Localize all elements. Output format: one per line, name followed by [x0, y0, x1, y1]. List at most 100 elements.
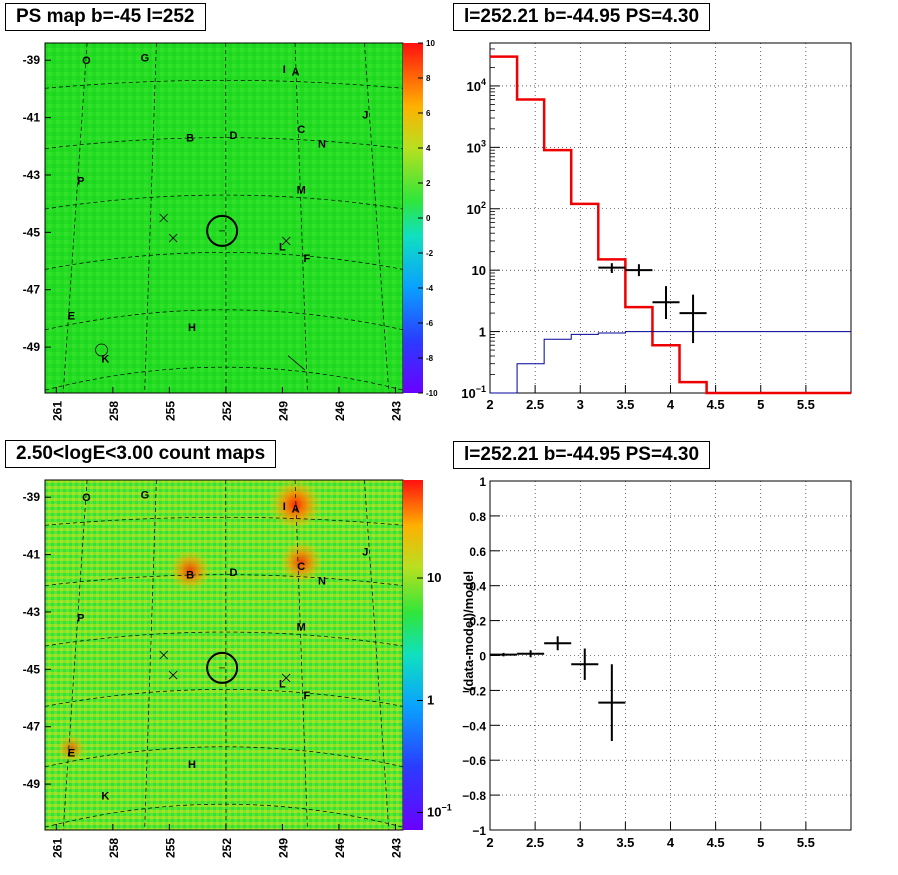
x-tick-label: 252	[220, 401, 234, 421]
colorbar-tick-label: -10	[426, 389, 438, 398]
source-label-C: C	[297, 561, 305, 573]
spectrum-title: l=252.21 b=-44.95 PS=4.30	[453, 3, 711, 31]
longitude-grid-line	[144, 479, 157, 831]
longitude-grid-line	[62, 42, 88, 394]
x-tick-label: 2.5	[526, 835, 544, 850]
ps-map-coordinate-grid	[44, 42, 404, 394]
source-cross-marker	[281, 673, 291, 683]
y-tick-label: 10−1	[461, 384, 486, 401]
y-tick-label: −0.8	[462, 789, 486, 803]
source-label-I: I	[283, 64, 286, 76]
y-tick-label: −1	[472, 824, 486, 838]
residual-panel: 2 2.5 3 3.5 4 4.5 5 5.5 1 0.8 0.6 0.4 0.2 0 −0.2 −0.4 −0…	[461, 475, 852, 850]
y-tick-label: 0.4	[469, 580, 486, 594]
source-label-L: L	[279, 679, 286, 691]
y-tick-label: -45	[23, 662, 41, 676]
y-tick-label: 0.6	[469, 545, 486, 559]
source-label-M: M	[297, 184, 306, 196]
source-label-M: M	[297, 621, 306, 633]
x-tick-label: 261	[50, 838, 64, 858]
y-tick-label: -43	[23, 168, 41, 182]
y-tick-label: -41	[23, 548, 41, 562]
x-tick-label: 258	[107, 838, 121, 858]
residual-plot-content: 2 2.5 3 3.5 4 4.5 5 5.5 1 0.8 0.6 0.4 0.2 0 −0.2 −0.4 −0…	[461, 475, 851, 850]
x-tick-label: 5.5	[797, 397, 815, 412]
source-label-F: F	[304, 690, 311, 702]
colorbar-tick-label: -4	[426, 284, 434, 293]
latitude-grid-line	[44, 631, 404, 647]
y-tick-label: −0.6	[462, 754, 486, 768]
longitude-grid-line	[144, 42, 157, 394]
source-label-D: D	[229, 130, 237, 142]
ps-map-title: PS map b=-45 l=252	[5, 3, 206, 31]
x-tick-label: 246	[333, 838, 347, 858]
count-map-source-labels: O G I A J B D C N P M L F E H K	[68, 489, 369, 802]
count-map-coordinate-grid	[44, 479, 404, 831]
colorbar-tick-label: 4	[426, 144, 431, 153]
y-tick-label: 0.8	[469, 510, 486, 524]
aux-step-line	[490, 331, 851, 394]
source-label-B: B	[186, 570, 194, 582]
count-map-title: 2.50<logE<3.00 count maps	[5, 440, 277, 468]
spectrum-plot-content: 2 2.5 3 3.5 4 4.5 5 5.5 10−1 1 10 102 103 104	[461, 43, 851, 412]
edge-mark	[287, 355, 306, 371]
source-k-ring	[95, 343, 108, 357]
y-tick-label: -41	[23, 111, 41, 125]
colorbar-tick-label: 10	[427, 570, 441, 585]
colorbar-tick-label: 0	[426, 214, 431, 223]
longitude-grid-line	[364, 479, 390, 831]
y-tick-label: -47	[23, 283, 41, 297]
x-tick-label: 2.5	[526, 397, 544, 412]
y-tick-label: 103	[467, 138, 486, 155]
source-label-A: A	[292, 504, 300, 516]
latitude-grid-line	[44, 516, 404, 526]
source-label-P: P	[77, 176, 84, 188]
colorbar-tick-label: 2	[426, 179, 431, 188]
x-tick-label: 255	[163, 401, 177, 421]
source-label-N: N	[318, 575, 326, 587]
count-map-panel: O G I A J B D C N P M L F E H K 10 1 10−1 261 258 255 252 249…	[23, 478, 452, 858]
y-tick-label: 1	[479, 325, 486, 340]
x-tick-label: 2	[486, 835, 493, 850]
x-tick-label: 3.5	[616, 397, 634, 412]
target-circle	[206, 214, 239, 247]
x-tick-label: 243	[389, 838, 403, 858]
latitude-grid-line	[44, 252, 404, 270]
x-tick-label: 255	[163, 838, 177, 858]
source-cross-marker	[168, 233, 178, 243]
x-tick-label: 249	[276, 838, 290, 858]
ps-map-image	[45, 43, 403, 393]
source-label-F: F	[304, 253, 311, 265]
spectrum-panel: 2 2.5 3 3.5 4 4.5 5 5.5 10−1 1 10 102 103 104	[461, 42, 852, 412]
x-tick-label: 4	[667, 397, 675, 412]
colorbar-tick-label: 1	[427, 693, 434, 708]
x-tick-label: 5	[757, 397, 764, 412]
source-label-E: E	[68, 748, 75, 760]
x-tick-label: 5	[757, 835, 764, 850]
longitude-grid-line	[62, 479, 88, 831]
source-label-G: G	[141, 52, 150, 64]
colorbar-tick-label: -8	[426, 354, 434, 363]
y-tick-label: 0	[479, 650, 486, 664]
x-tick-label: 3	[577, 397, 584, 412]
y-tick-label: -43	[23, 605, 41, 619]
y-tick-label: 102	[467, 200, 486, 217]
ps-map-colorbar-ticks: 10 8 6 4 2 0 -2 -4 -6 -8 -10	[418, 39, 438, 398]
colorbar-tick-label: 8	[426, 74, 431, 83]
x-tick-label: 246	[333, 401, 347, 421]
bright-source-E	[56, 733, 87, 764]
source-cross-marker	[168, 670, 178, 680]
latitude-grid-line	[44, 689, 404, 707]
x-tick-label: 249	[276, 401, 290, 421]
source-label-H: H	[188, 759, 196, 771]
x-tick-label: 4.5	[707, 397, 725, 412]
count-map-colorbar-ticks: 10 1 10−1	[417, 570, 452, 820]
y-tick-label: -49	[23, 340, 41, 354]
source-label-E: E	[68, 311, 75, 323]
source-label-J: J	[362, 547, 368, 559]
longitude-grid-line	[294, 479, 308, 831]
colorbar-tick-label: -2	[426, 249, 434, 258]
y-tick-label: -45	[23, 225, 41, 239]
